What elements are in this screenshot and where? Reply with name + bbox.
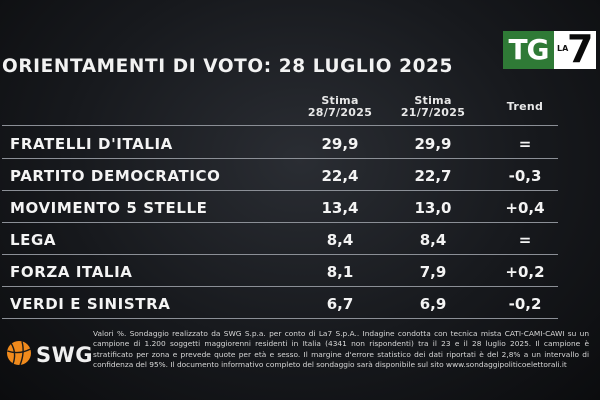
trend-value: +0,4 [505,199,545,217]
table-row: LEGA 8,4 8,4 = [0,224,600,255]
column-header-current-line1: Stima [321,94,359,107]
swg-logo-text: SWG [36,343,94,367]
column-header-current: Stima 28/7/2025 [300,95,380,119]
table-row: FRATELLI D'ITALIA 29,9 29,9 = [0,128,600,159]
current-estimate: 8,1 [326,263,354,281]
current-estimate: 29,9 [321,135,359,153]
trend-value: = [518,231,532,249]
previous-estimate: 6,9 [419,295,447,313]
table-row: FORZA ITALIA 8,1 7,9 +0,2 [0,256,600,287]
current-estimate: 13,4 [321,199,359,217]
basketball-icon [7,341,31,366]
party-name: PARTITO DEMOCRATICO [10,167,221,185]
trend-value: +0,2 [505,263,545,281]
current-estimate: 6,7 [326,295,354,313]
divider [2,286,558,287]
tg-logo-text: TG [503,31,554,69]
party-name: MOVIMENTO 5 STELLE [10,199,208,217]
divider [2,158,558,159]
page-title: ORIENTAMENTI DI VOTO: 28 LUGLIO 2025 [2,56,453,77]
column-header-previous-line2: 21/7/2025 [400,106,466,119]
previous-estimate: 7,9 [419,263,447,281]
party-name: VERDI E SINISTRA [10,295,171,313]
previous-estimate: 13,0 [414,199,452,217]
previous-estimate: 8,4 [419,231,447,249]
column-header-previous: Stima 21/7/2025 [388,95,478,119]
current-estimate: 22,4 [321,167,359,185]
previous-estimate: 22,7 [414,167,452,185]
methodology-footnote: Valori %. Sondaggio realizzato da SWG S.… [93,329,589,369]
divider [2,318,558,319]
trend-value: = [518,135,532,153]
divider [2,190,558,191]
table-row: VERDI E SINISTRA 6,7 6,9 -0,2 [0,288,600,319]
trend-value: -0,2 [508,295,542,313]
party-name: LEGA [10,231,57,249]
divider [2,222,558,223]
table-row: MOVIMENTO 5 STELLE 13,4 13,0 +0,4 [0,192,600,223]
party-name: FRATELLI D'ITALIA [10,135,173,153]
column-header-previous-line1: Stima [414,94,452,107]
divider [2,254,558,255]
tg-la7-logo: TG LA 7 [503,27,596,71]
column-header-trend: Trend [506,100,544,113]
party-name: FORZA ITALIA [10,263,133,281]
la7-logo-block: LA 7 [554,27,596,71]
current-estimate: 8,4 [326,231,354,249]
column-header-current-line2: 28/7/2025 [307,106,373,119]
la-logo-text: LA [557,44,569,53]
divider [2,125,558,126]
trend-value: -0,3 [508,167,542,185]
swg-logo: SWG [6,333,93,375]
previous-estimate: 29,9 [414,135,452,153]
table-row: PARTITO DEMOCRATICO 22,4 22,7 -0,3 [0,160,600,191]
seven-logo-text: 7 [567,27,594,71]
